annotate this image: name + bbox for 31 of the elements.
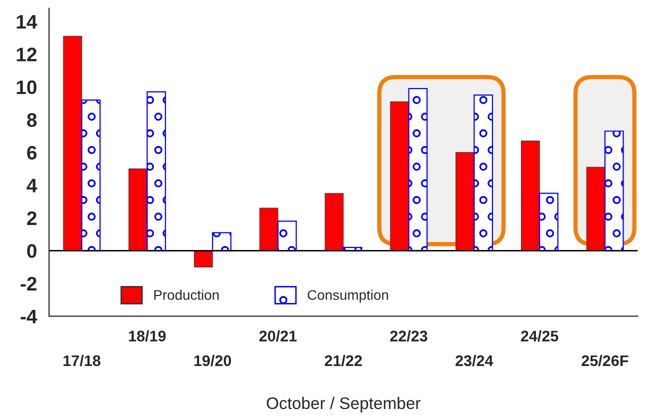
- bar: [63, 36, 82, 251]
- x-tick-label: 20/21: [259, 330, 297, 342]
- bar: [390, 101, 410, 251]
- y-tick-label: 6: [27, 146, 37, 160]
- y-tick-label: 10: [16, 80, 36, 94]
- x-tick-label: 24/25: [520, 330, 558, 342]
- y-tick-label: -2: [20, 276, 36, 290]
- bar: [586, 166, 606, 251]
- x-tick-label: 18/19: [129, 330, 166, 342]
- y-tick-label: -4: [20, 310, 38, 324]
- bar: [520, 140, 540, 251]
- legend-label: Consumption: [308, 290, 388, 303]
- bar: [259, 208, 278, 251]
- y-tick-label: 2: [27, 211, 36, 225]
- y-tick-label: 4: [26, 178, 38, 192]
- y-tick-label: 14: [16, 15, 38, 28]
- bar: [324, 193, 344, 251]
- x-tick-label: 25/26F: [582, 354, 628, 366]
- x-tick-label: 22/23: [390, 330, 428, 342]
- bar: [194, 250, 213, 268]
- x-axis-title: October / September: [266, 396, 420, 412]
- x-tick-label: 17/18: [64, 354, 100, 366]
- legend-label: Production: [154, 290, 219, 300]
- x-tick-label: 23/24: [456, 354, 494, 366]
- y-tick-label: 12: [16, 48, 36, 62]
- x-tick-label: 19/20: [194, 354, 232, 366]
- y-tick-label: 8: [27, 113, 37, 127]
- bar: [128, 168, 148, 251]
- y-tick-label: 0: [27, 244, 36, 258]
- bar: [456, 152, 474, 251]
- x-tick-label: 21/22: [324, 354, 362, 366]
